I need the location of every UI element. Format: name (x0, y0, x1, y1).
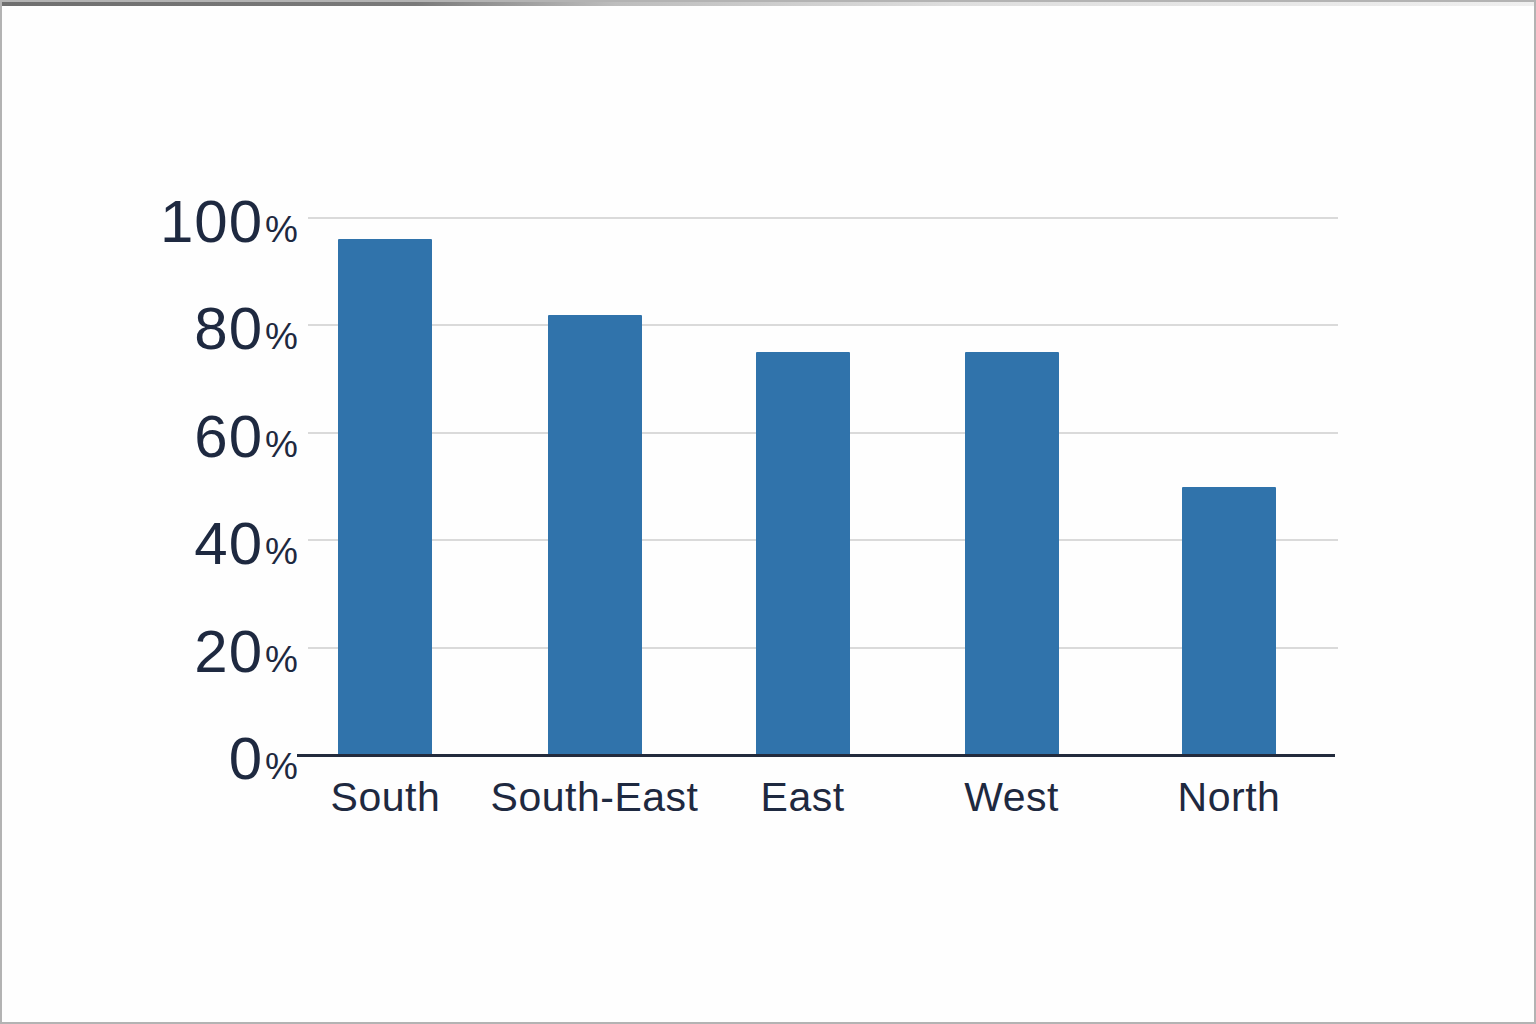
y-tick-label-100: 100% (2, 190, 298, 254)
percent-sign: % (265, 531, 298, 572)
y-tick-label-20: 20% (2, 620, 298, 684)
plot-area (302, 218, 1332, 755)
y-tick-value: 80 (194, 295, 263, 362)
y-tick-label-80: 80% (2, 297, 298, 361)
y-tick-label-0: 0% (2, 727, 298, 791)
chart-canvas: 0%20%40%60%80%100% SouthSouth-EastEastWe… (0, 0, 1536, 1024)
y-tick-label-40: 40% (2, 512, 298, 576)
y-tick-value: 100 (160, 188, 263, 255)
y-tick-value: 20 (194, 618, 263, 685)
y-tick-value: 60 (194, 403, 263, 470)
y-tick-label-60: 60% (2, 405, 298, 469)
percent-sign: % (265, 639, 298, 680)
y-tick-value: 40 (194, 510, 263, 577)
percent-sign: % (265, 424, 298, 465)
gridline-100 (308, 217, 1338, 219)
x-axis-label-north: North (1099, 774, 1359, 821)
bar-south (338, 239, 432, 755)
x-axis: SouthSouth-EastEastWestNorth (302, 774, 1332, 844)
x-axis-line (297, 754, 1335, 757)
percent-sign: % (265, 316, 298, 357)
percent-sign: % (265, 209, 298, 250)
bar-south-east (548, 315, 642, 755)
bar-east (756, 352, 850, 755)
bar-north (1182, 487, 1276, 756)
gridline-80 (308, 324, 1338, 326)
bar-west (965, 352, 1059, 755)
y-axis: 0%20%40%60%80%100% (2, 2, 298, 1024)
